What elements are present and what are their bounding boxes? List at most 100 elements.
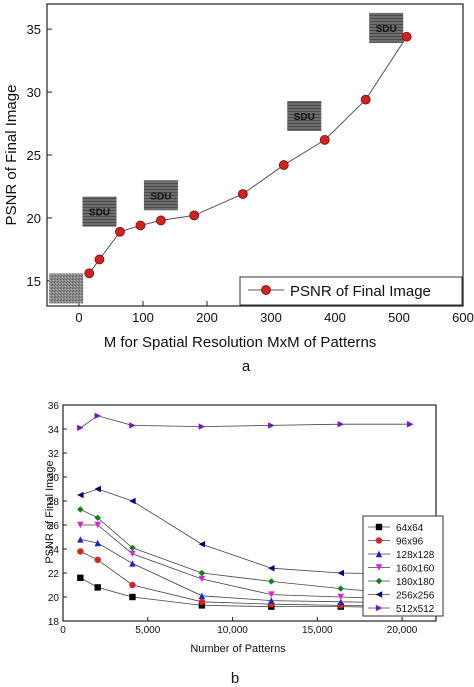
chart-b-x-tick-label: 20,000 xyxy=(387,625,418,636)
thumbnail-text: SDU xyxy=(376,24,397,35)
thumbnail-image xyxy=(287,100,322,131)
chart-b-y-tick-label: 28 xyxy=(48,497,60,508)
chart-b-legend: 64x64 96x96 128x128 160x160 180x180 256x256 51… xyxy=(362,515,444,617)
chart-b-data-point xyxy=(337,421,344,428)
chart-a-y-ticks: 15 20 25 30 35 xyxy=(27,22,52,289)
chart-a-data-point xyxy=(360,94,371,105)
pattern-thumbnail: SDU xyxy=(82,196,117,227)
chart-b-data-point xyxy=(129,544,136,551)
chart-b-y-tick-label: 30 xyxy=(48,473,60,484)
chart-b-data-point xyxy=(94,556,101,563)
chart-b-data-point xyxy=(268,565,275,572)
chart-b-legend-marker xyxy=(375,591,383,598)
chart-b-series-line xyxy=(80,539,411,604)
chart-b-y-tick-label: 34 xyxy=(48,425,60,436)
chart-b-data-point xyxy=(129,550,136,557)
chart-b-legend-marker xyxy=(375,550,383,558)
chart-b-x-tick-label: 15,000 xyxy=(302,625,333,636)
chart-b-y-tick-label: 22 xyxy=(48,569,60,580)
chart-a-x-tick-label: 100 xyxy=(132,310,154,325)
chart-b-data-point xyxy=(268,578,275,585)
chart-b-legend-marker xyxy=(375,523,383,531)
chart-b-y-tick-label: 32 xyxy=(48,449,60,460)
chart-b-y-tick-label: 26 xyxy=(48,521,60,532)
chart-b-data-point xyxy=(94,584,101,591)
chart-a-plot-frame xyxy=(46,3,464,307)
thumbnail-image xyxy=(369,12,404,43)
chart-b-legend-marker xyxy=(375,564,383,571)
chart-a-series-line xyxy=(88,36,408,274)
chart-a-xlabel: M for Spatial Resolution MxM of Patterns xyxy=(104,334,377,351)
chart-b-data-point xyxy=(407,421,414,428)
chart-b-data-point xyxy=(198,575,206,583)
chart-a-x-tick-label: 600 xyxy=(452,310,474,325)
chart-b-data-point xyxy=(337,598,344,605)
chart-b-data-point xyxy=(77,506,84,513)
chart-b-ylabel: PSNR of Final Image xyxy=(44,460,56,563)
chart-b-data-point xyxy=(77,536,84,543)
chart-b-data-point xyxy=(268,422,275,429)
chart-a-panel-label: a xyxy=(242,358,251,375)
chart-a-y-tick-label: 25 xyxy=(27,148,41,163)
chart-a-data-point xyxy=(401,31,412,42)
chart-a-x-tick-label: 400 xyxy=(324,310,346,325)
chart-b-data-point xyxy=(268,597,275,604)
chart-a-y-tick-label: 15 xyxy=(27,274,41,289)
chart-a-data-point xyxy=(278,160,289,170)
chart-a-legend-box xyxy=(239,276,463,306)
chart-a-data-point xyxy=(84,268,95,279)
chart-b-data-point xyxy=(94,485,101,493)
chart-a-data-point xyxy=(156,215,166,226)
chart-b-data-point xyxy=(129,560,136,567)
chart-a-legend-marker xyxy=(261,285,271,295)
chart-b-x-ticks: 0 5,000 10,000 15,000 20,000 xyxy=(60,617,418,636)
thumbnail-image xyxy=(49,273,84,304)
chart-a-data-point xyxy=(237,189,248,199)
chart-b-legend-box xyxy=(362,515,444,617)
chart-b-data-point xyxy=(129,581,136,589)
thumbnail-text: SDU xyxy=(294,112,315,123)
chart-b-legend-label: 96x96 xyxy=(396,537,424,548)
chart-b-data-point xyxy=(198,541,206,548)
chart-b-x-tick-label: 10,000 xyxy=(217,625,248,636)
thumbnail-image xyxy=(143,180,178,211)
chart-b-panel-label: b xyxy=(231,670,239,687)
chart-a-data-point xyxy=(115,226,125,237)
chart-b-data-point xyxy=(129,497,136,505)
chart-a-x-tick-label: 300 xyxy=(260,310,282,325)
chart-b-series-180x180 xyxy=(77,506,414,598)
chart-b-data-point xyxy=(94,521,101,529)
chart-b-legend-label: 180x180 xyxy=(396,577,435,588)
chart-b-legend-marker xyxy=(375,604,383,612)
chart-b-x-tick-label: 5,000 xyxy=(135,625,160,636)
chart-b-data-point xyxy=(198,598,206,605)
chart-a-thumbnails: SDU SDU SDU SDU xyxy=(49,12,404,304)
thumbnail-image xyxy=(82,196,117,227)
chart-a-data-point xyxy=(94,254,105,265)
chart-a-x-tick-label: 0 xyxy=(75,310,82,325)
chart-b-y-tick-label: 18 xyxy=(48,617,60,628)
pattern-thumbnail: SDU xyxy=(287,100,322,131)
chart-b-series-line xyxy=(80,488,411,575)
chart-b-data-point xyxy=(94,539,101,547)
chart-a-x-tick-label: 500 xyxy=(388,310,410,325)
chart-b-legend-marker xyxy=(375,577,383,585)
chart-b-data-point xyxy=(337,569,344,577)
chart-b-data-point xyxy=(77,491,84,499)
chart-b-y-tick-label: 36 xyxy=(48,401,60,412)
chart-b-legend-label: 128x128 xyxy=(396,550,435,561)
chart-b: 0 5,000 10,000 15,000 20,000 18 20 22 24 26 28 30 3… xyxy=(44,401,444,687)
chart-a-y-tick-label: 35 xyxy=(27,22,41,37)
chart-b-y-tick-label: 24 xyxy=(48,545,60,556)
chart-a-data-point xyxy=(319,134,330,145)
chart-b-series-512x512 xyxy=(77,412,414,431)
chart-b-data-point xyxy=(198,592,206,599)
chart-a-data-point xyxy=(135,220,146,231)
thumbnail-text: SDU xyxy=(89,208,110,219)
chart-a-ylabel: PSNR of Final Image xyxy=(3,85,20,226)
chart-b-data-point xyxy=(198,602,206,609)
pattern-thumbnail: SDU xyxy=(369,12,404,43)
chart-b-data-point xyxy=(268,591,275,598)
chart-b-legend-label: 512x512 xyxy=(396,604,435,615)
